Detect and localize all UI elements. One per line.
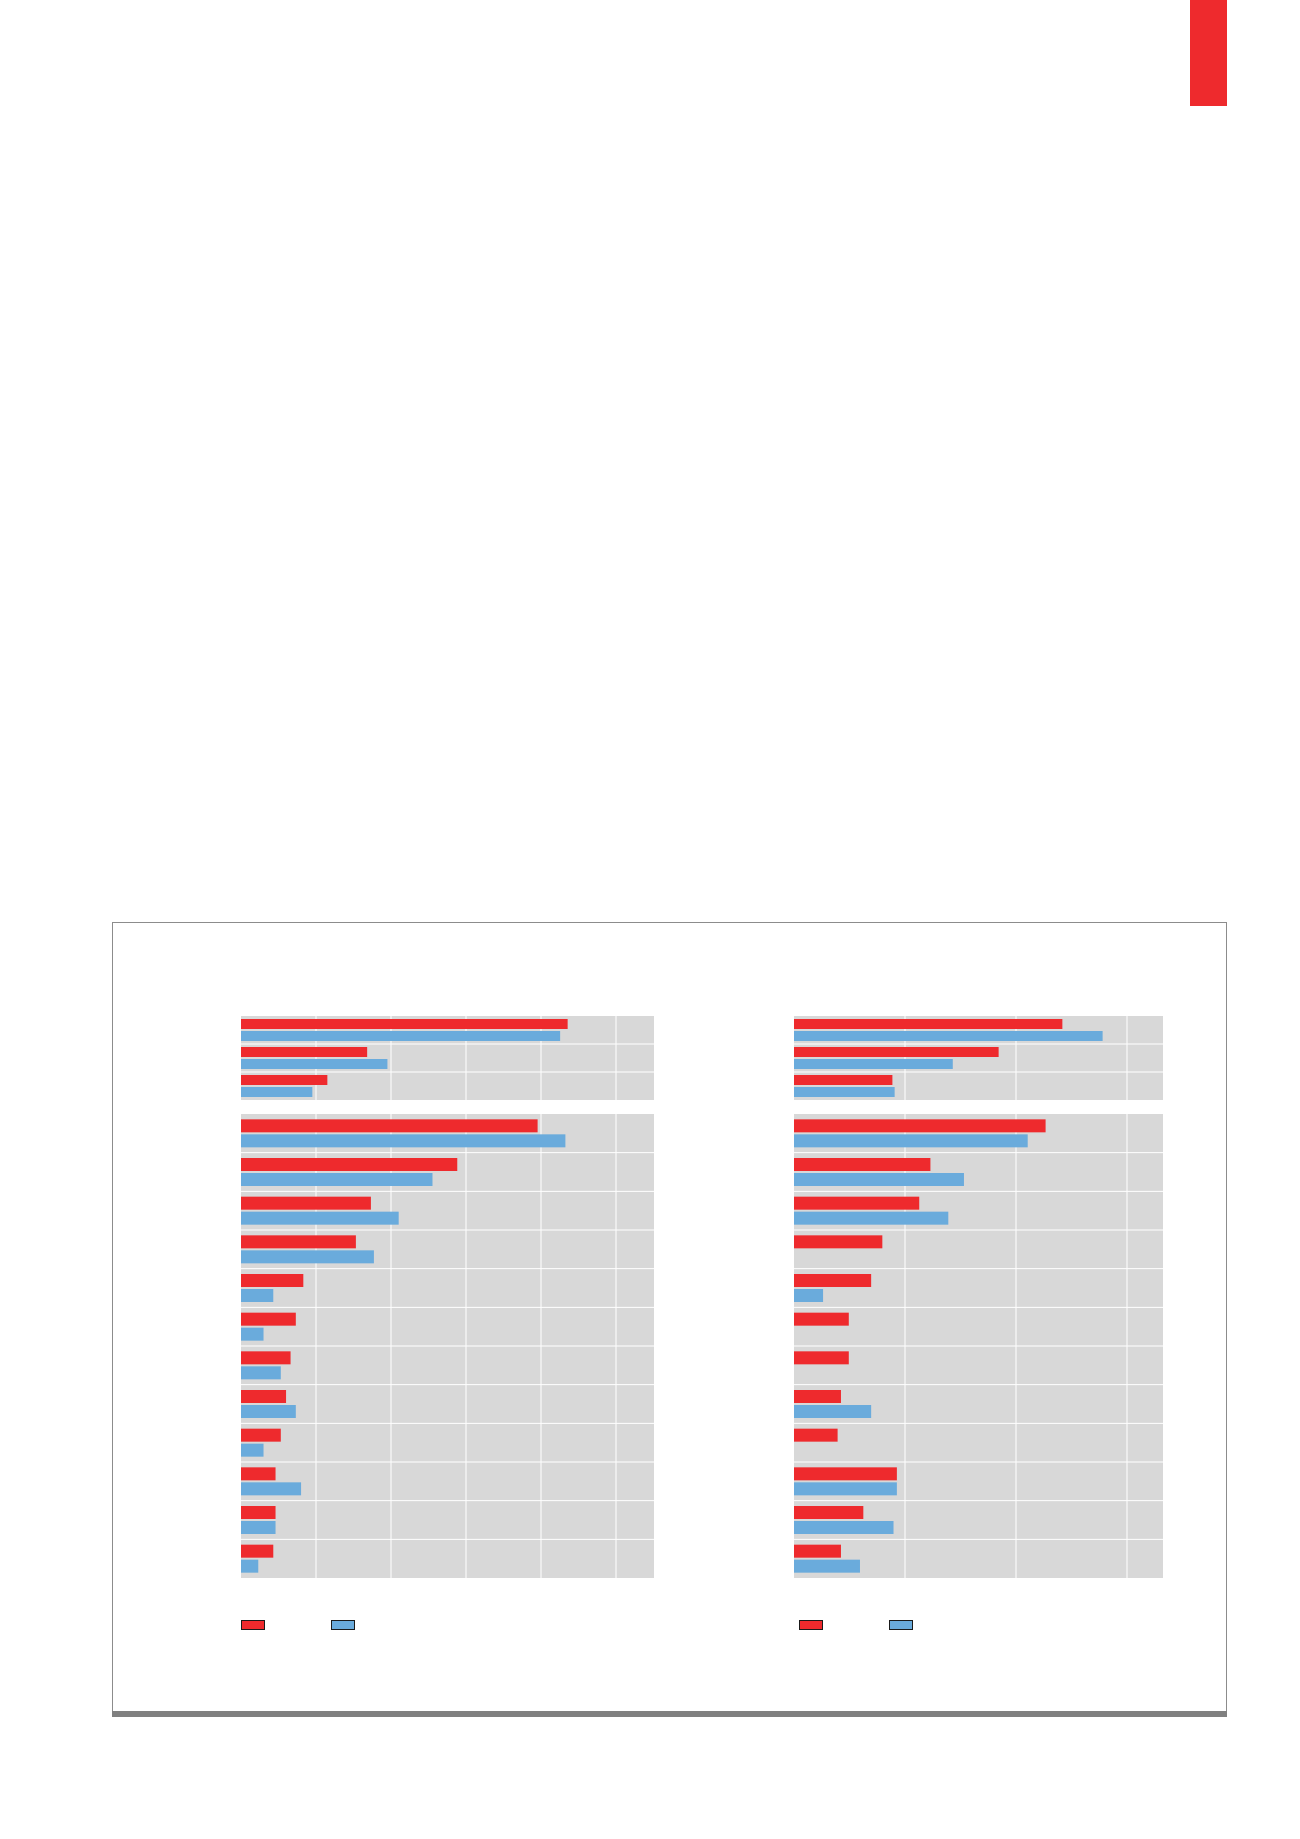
bar-series-b-row-12 (794, 1559, 860, 1573)
bar-series-a-row-6 (241, 1312, 296, 1326)
right-chart-legend (799, 1620, 979, 1630)
bar-series-a-row-6 (794, 1312, 849, 1326)
bar-series-b-row-8 (241, 1405, 296, 1418)
bar-series-b-row-11 (794, 1521, 894, 1534)
bar-series-b-row-2 (241, 1173, 433, 1186)
bar-series-b-row-1 (241, 1031, 561, 1041)
bar-series-a-row-8 (794, 1390, 841, 1403)
bar-series-b-row-2 (794, 1059, 953, 1069)
bar-series-b-row-10 (794, 1482, 897, 1496)
bar-series-b-row-8 (794, 1405, 872, 1418)
legend-swatch-series-b (889, 1620, 913, 1630)
left-chart-legend (241, 1620, 421, 1630)
panel-background (794, 1016, 1163, 1100)
bar-series-a-row-10 (794, 1467, 897, 1481)
legend-swatch-series-b (331, 1620, 355, 1630)
bar-series-a-row-11 (794, 1506, 864, 1519)
bar-series-a-row-5 (794, 1274, 872, 1287)
figure-frame (112, 922, 1227, 1711)
bar-series-b-row-9 (241, 1443, 264, 1457)
bar-series-b-row-3 (241, 1087, 313, 1097)
bar-series-b-row-1 (241, 1134, 566, 1148)
bar-series-a-row-3 (794, 1196, 920, 1210)
bar-series-a-row-3 (794, 1075, 893, 1085)
bar-series-a-row-4 (241, 1235, 356, 1249)
bar-series-a-row-12 (794, 1544, 841, 1558)
bar-series-a-row-10 (241, 1467, 276, 1481)
bar-series-b-row-1 (794, 1134, 1028, 1148)
bar-series-b-row-5 (241, 1289, 274, 1302)
bar-series-b-row-12 (241, 1559, 259, 1573)
bar-series-b-row-7 (241, 1366, 281, 1380)
bar-series-a-row-7 (794, 1351, 849, 1365)
bar-series-b-row-2 (241, 1059, 388, 1069)
bar-series-b-row-11 (241, 1521, 276, 1534)
bar-series-b-row-5 (794, 1289, 824, 1302)
bar-series-b-row-6 (241, 1327, 264, 1341)
bar-series-b-row-4 (241, 1250, 374, 1264)
bar-series-a-row-9 (241, 1428, 281, 1442)
bar-series-a-row-2 (794, 1047, 999, 1057)
chart-2-panel-2 (794, 1114, 1163, 1578)
bar-series-a-row-1 (241, 1019, 568, 1029)
bar-series-a-row-12 (241, 1544, 274, 1558)
chart-1-panel-2 (241, 1114, 654, 1578)
bar-series-b-row-1 (794, 1031, 1103, 1041)
bar-series-a-row-3 (241, 1196, 371, 1210)
bar-series-b-row-3 (794, 1211, 949, 1225)
bar-series-a-row-5 (241, 1274, 304, 1287)
bar-series-b-row-3 (794, 1087, 895, 1097)
bar-series-a-row-1 (794, 1019, 1063, 1029)
figure-bottom-rule (112, 1711, 1227, 1717)
bar-series-a-row-2 (794, 1158, 931, 1171)
corner-tab-marker (1190, 0, 1227, 106)
bar-series-b-row-10 (241, 1482, 302, 1496)
bar-series-a-row-11 (241, 1506, 276, 1519)
chart-1-panel-1 (241, 1016, 654, 1100)
bar-series-a-row-7 (241, 1351, 291, 1365)
bar-series-a-row-9 (794, 1428, 838, 1442)
panel-background (241, 1016, 654, 1100)
bar-series-a-row-2 (241, 1047, 368, 1057)
bar-series-b-row-3 (241, 1211, 399, 1225)
bar-series-b-row-2 (794, 1173, 964, 1186)
bar-series-a-row-1 (794, 1119, 1046, 1133)
bar-series-a-row-4 (794, 1235, 883, 1249)
chart-2-panel-1 (794, 1016, 1163, 1100)
bar-series-a-row-2 (241, 1158, 458, 1171)
legend-swatch-series-a (241, 1620, 265, 1630)
bar-series-a-row-3 (241, 1075, 328, 1085)
bar-series-a-row-8 (241, 1390, 287, 1403)
legend-swatch-series-a (799, 1620, 823, 1630)
bar-series-a-row-1 (241, 1119, 538, 1133)
